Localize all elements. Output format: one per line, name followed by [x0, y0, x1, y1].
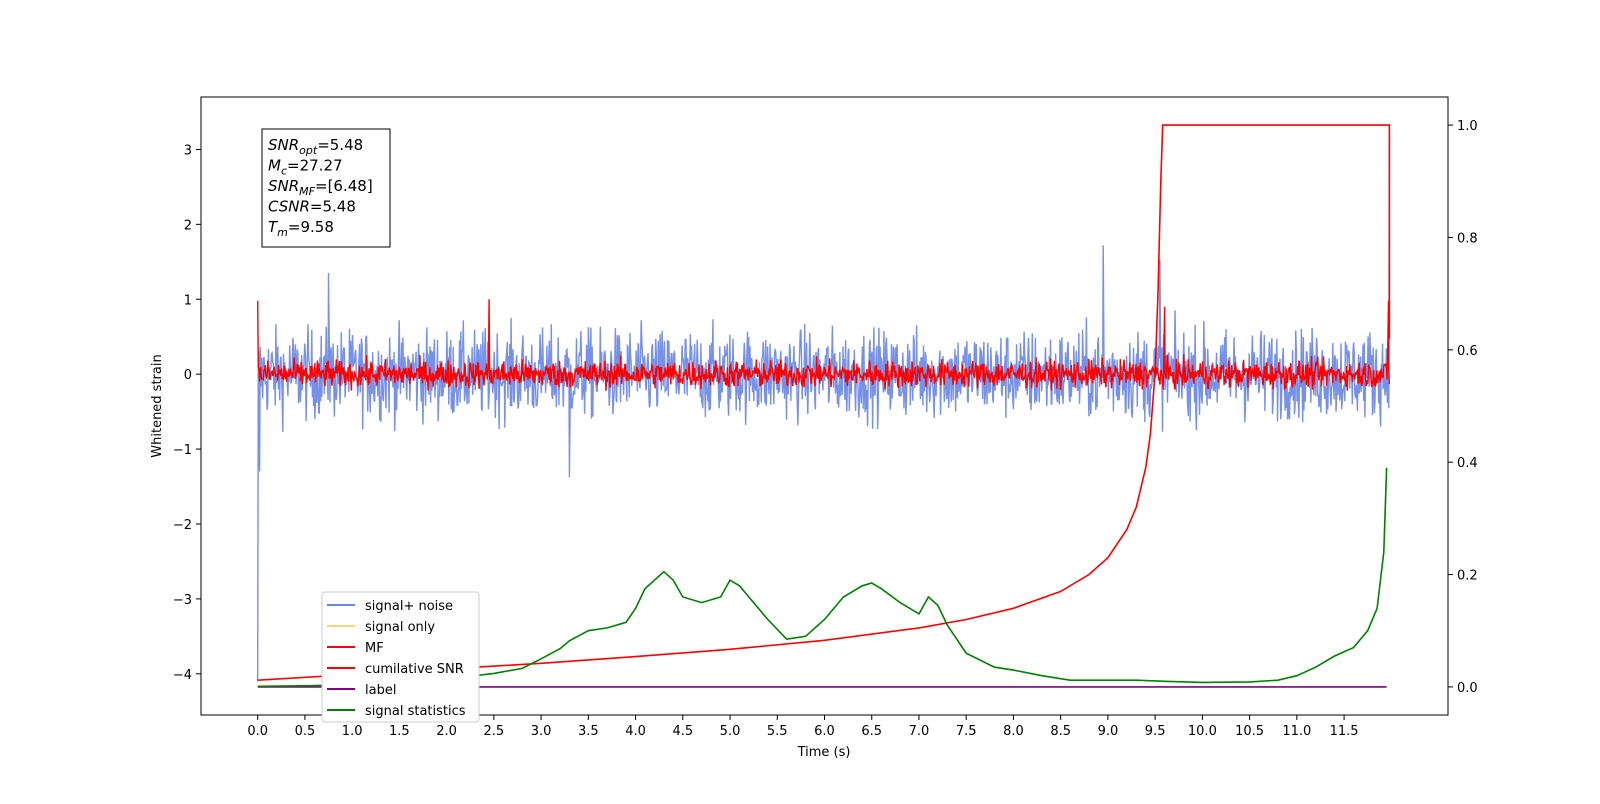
x-tick-label: 9.0	[1098, 724, 1119, 739]
x-tick-label: 3.0	[531, 724, 552, 739]
y-tick-label-left: −2	[173, 518, 192, 533]
x-tick-label: 10.0	[1188, 724, 1217, 739]
x-tick-label: 9.5	[1145, 724, 1166, 739]
x-tick-label: 5.0	[720, 724, 741, 739]
x-tick-label: 2.5	[484, 724, 505, 739]
x-tick-label: 6.0	[814, 724, 835, 739]
info-line: SNRopt=5.48	[268, 136, 363, 157]
info-box-frame	[261, 128, 391, 248]
x-tick-label: 1.5	[389, 724, 410, 739]
info-box: SNRopt=5.48Mc=27.27SNRMF=[6.48]CSNR=5.48…	[261, 128, 391, 248]
x-tick-label: 2.0	[436, 724, 457, 739]
info-line: SNRMF=[6.48]	[268, 177, 373, 198]
x-tick-label: 5.5	[767, 724, 788, 739]
x-tick-label: 10.5	[1235, 724, 1264, 739]
legend: signal+ noise signal only MF cumilative SNR…	[321, 591, 480, 723]
x-tick-label: 0.5	[295, 724, 316, 739]
y-tick-label-left: −3	[173, 593, 192, 608]
y-tick-label-left: 1	[184, 293, 192, 308]
x-tick-label: 8.5	[1050, 724, 1071, 739]
y-tick-label-right: 0.4	[1457, 456, 1478, 471]
y-tick-label-right: 1.0	[1457, 119, 1478, 134]
y-tick-label-left: −4	[173, 668, 192, 683]
y-tick-label-left: 3	[184, 143, 192, 158]
info-line: Tm=9.58	[268, 218, 334, 239]
legend-label: signal+ noise	[365, 599, 453, 614]
x-tick-label: 8.0	[1003, 724, 1024, 739]
y-tick-label-left: 2	[184, 218, 192, 233]
y-tick-label-left: 0	[184, 368, 192, 383]
y-axis-right: 0.0 0.2 0.4 0.6 0.8 1.0	[1448, 119, 1478, 696]
x-axis: 0.0 0.5 1.0 1.5 2.0 2.5 3.0 3.5 4.0 4.5 5.0 5.5 6.0 6…	[247, 715, 1359, 739]
legend-label: signal statistics	[365, 704, 466, 719]
series-line-mf	[257, 299, 1391, 391]
info-line: Mc=27.27	[268, 157, 343, 178]
y-axis-left: −4 −3 −2 −1 0 1 2 3	[173, 143, 201, 683]
y-tick-label-right: 0.8	[1457, 231, 1478, 246]
x-tick-label: 11.0	[1282, 724, 1311, 739]
y-tick-label-right: 0.2	[1457, 569, 1478, 584]
y-tick-label-right: 0.0	[1457, 681, 1478, 696]
legend-label: MF	[365, 641, 384, 656]
x-tick-label: 1.0	[342, 724, 363, 739]
x-tick-label: 3.5	[578, 724, 599, 739]
x-tick-label: 0.0	[247, 724, 268, 739]
x-tick-label: 11.5	[1330, 724, 1359, 739]
x-tick-label: 4.5	[672, 724, 693, 739]
x-tick-label: 4.0	[625, 724, 646, 739]
info-line: CSNR=5.48	[268, 198, 356, 216]
x-tick-label: 7.0	[909, 724, 930, 739]
legend-label: cumilative SNR	[365, 662, 464, 677]
x-tick-label: 7.5	[956, 724, 977, 739]
x-axis-label: Time (s)	[797, 745, 851, 760]
legend-label: label	[365, 683, 396, 698]
series-line-signal-statistics	[257, 467, 1388, 688]
legend-frame	[321, 591, 480, 723]
y-tick-label-left: −1	[173, 443, 192, 458]
y-tick-label-right: 0.6	[1457, 344, 1478, 359]
x-tick-label: 6.5	[861, 724, 882, 739]
y-axis-label-left: Whitened strain	[150, 354, 165, 457]
legend-label: signal only	[365, 620, 435, 635]
series-line-cumilative-snr	[257, 124, 1391, 681]
